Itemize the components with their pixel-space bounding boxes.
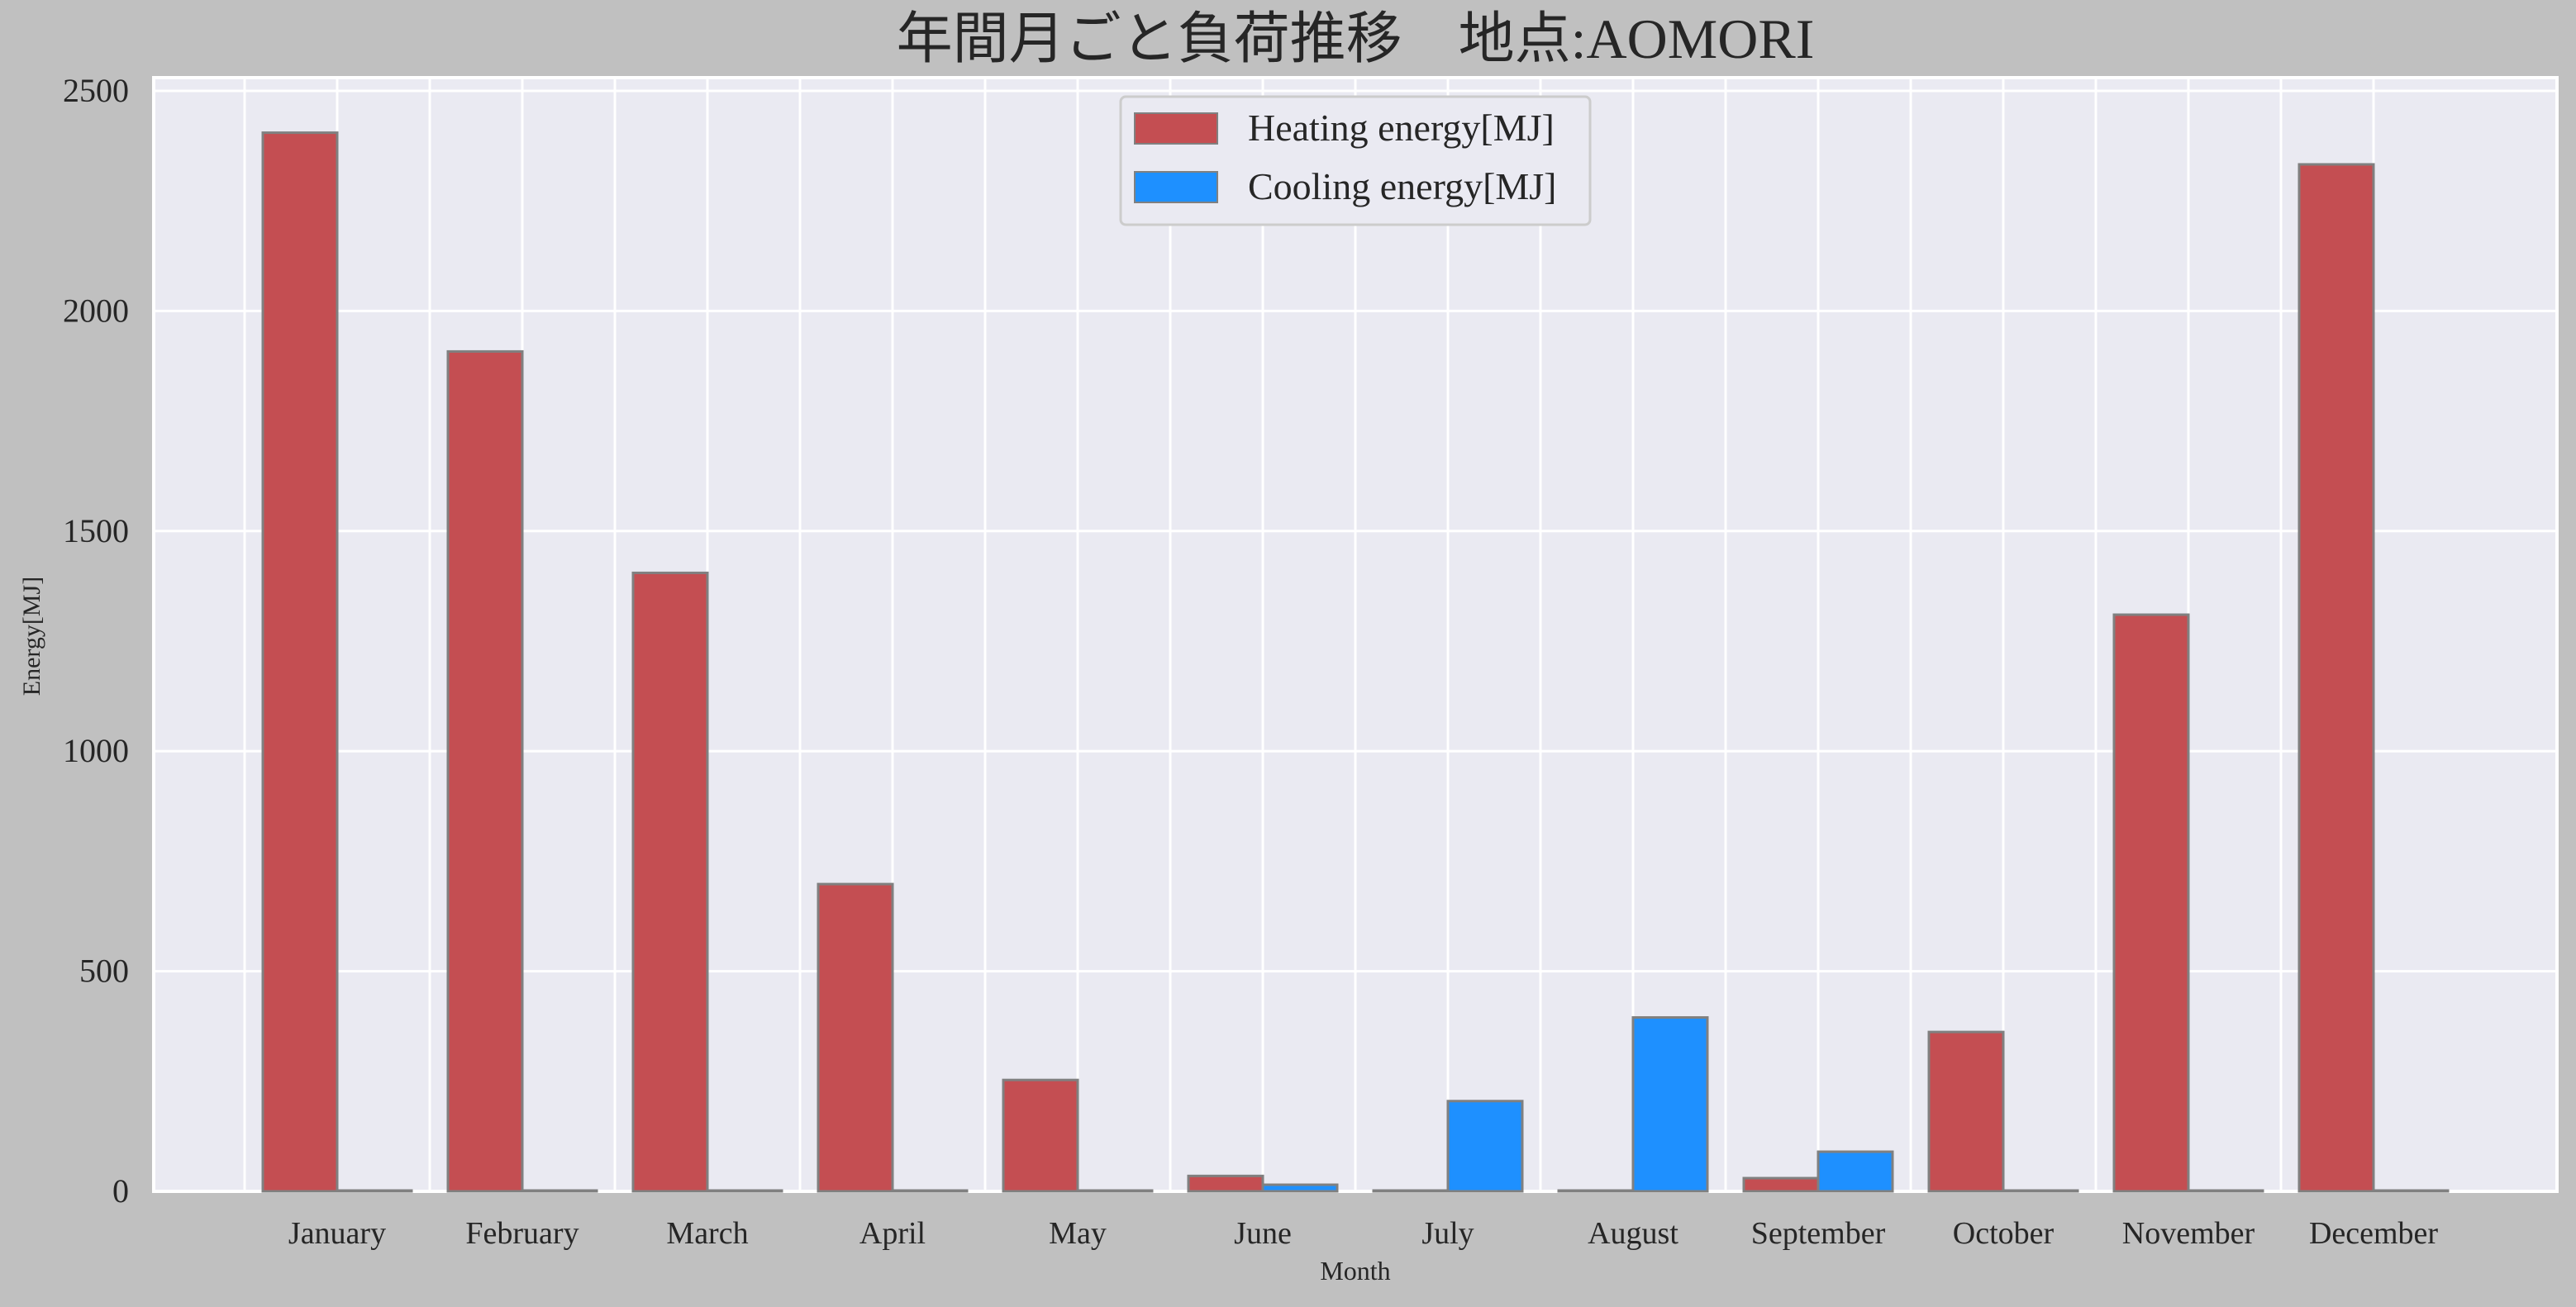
y-axis-ticks: 0 500 1000 1500 2000 2500 <box>63 72 129 1210</box>
y-tick-label: 2500 <box>63 72 129 109</box>
legend-swatch-heating <box>1134 112 1218 145</box>
bar-heating-april <box>817 882 894 1193</box>
bar-heating-june <box>1187 1174 1264 1193</box>
x-tick-label: January <box>288 1216 386 1251</box>
bar-heating-february <box>446 349 524 1193</box>
x-tick-label: September <box>1751 1216 1886 1251</box>
bar-heating-november <box>2112 613 2190 1193</box>
y-axis-label: Energy[MJ] <box>18 577 45 696</box>
x-tick-label: August <box>1588 1216 1678 1251</box>
legend-frame <box>1119 95 1592 226</box>
x-tick-label: March <box>666 1216 748 1251</box>
x-tick-label: June <box>1234 1216 1292 1251</box>
x-axis-ticks: January February March April May June July Augu… <box>288 1216 2438 1251</box>
bar-heating-may <box>1002 1078 1079 1193</box>
y-tick-label: 1000 <box>63 732 129 769</box>
x-tick-label: July <box>1421 1216 1474 1251</box>
y-tick-label: 1500 <box>63 512 129 549</box>
legend-label-cooling: Cooling energy[MJ] <box>1248 165 1557 207</box>
y-tick-label: 2000 <box>63 292 129 329</box>
bars <box>261 131 2450 1193</box>
bar-heating-march <box>631 571 709 1193</box>
x-tick-label: April <box>859 1216 926 1251</box>
x-axis-label: Month <box>1320 1256 1390 1286</box>
y-tick-label: 500 <box>79 953 129 990</box>
bar-cooling-june <box>1261 1183 1339 1193</box>
y-tick-label: 0 <box>112 1172 129 1210</box>
bar-cooling-september <box>1817 1150 1894 1193</box>
x-tick-label: December <box>2309 1216 2438 1251</box>
bar-heating-january <box>261 131 339 1193</box>
bar-cooling-july <box>1446 1100 1524 1193</box>
x-tick-label: October <box>1953 1216 2055 1251</box>
legend: Heating energy[MJ] Cooling energy[MJ] <box>1119 95 1592 226</box>
x-tick-label: May <box>1049 1216 1107 1251</box>
x-tick-label: November <box>2122 1216 2255 1251</box>
x-tick-label: February <box>465 1216 579 1251</box>
legend-label-heating: Heating energy[MJ] <box>1248 107 1555 149</box>
legend-swatch-cooling <box>1134 171 1218 203</box>
bar-heating-december <box>2297 163 2375 1193</box>
chart-title: 年間月ごと負荷推移 地点:AOMORI <box>897 7 1815 70</box>
bar-heating-september <box>1742 1176 1820 1193</box>
bar-heating-october <box>1927 1030 2005 1193</box>
bar-cooling-august <box>1631 1016 1709 1193</box>
